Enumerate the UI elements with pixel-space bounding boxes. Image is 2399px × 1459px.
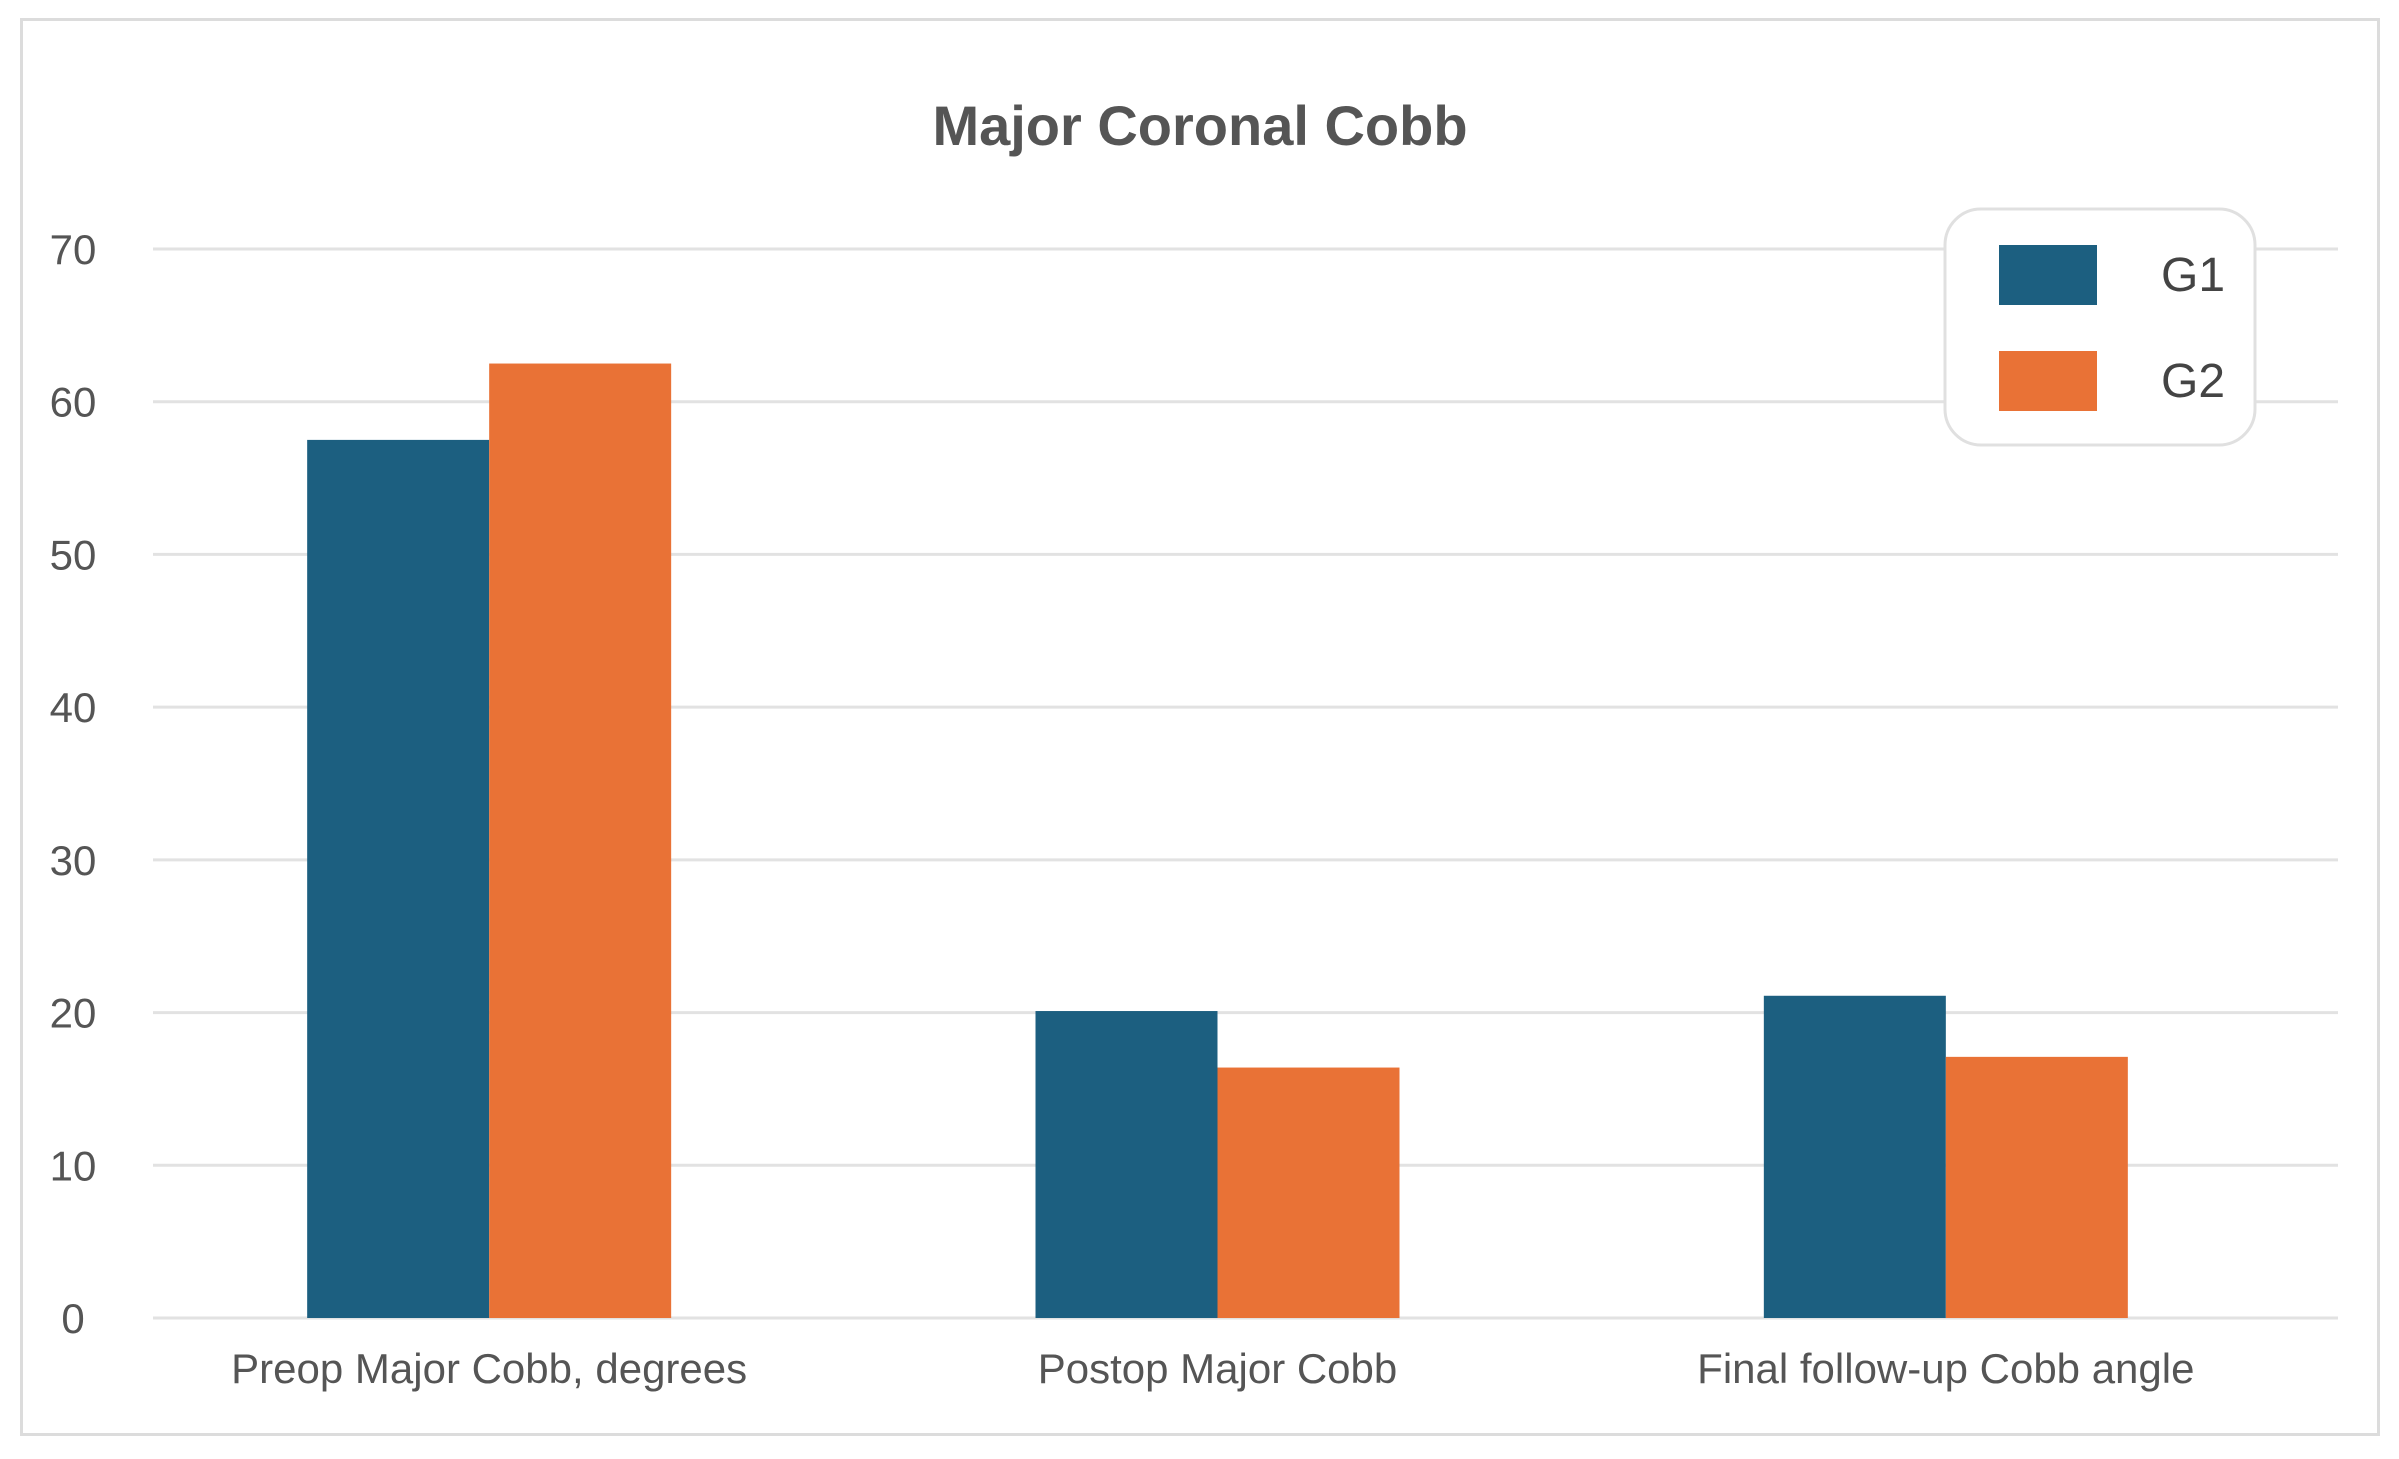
- bar-g1-2: [1763, 995, 1946, 1318]
- bars: [307, 363, 2128, 1319]
- chart-title: Major Coronal Cobb: [932, 94, 1467, 157]
- x-category-label: Postop Major Cobb: [1038, 1345, 1398, 1392]
- x-axis-labels: Preop Major Cobb, degrees Postop Major Co…: [231, 1345, 2194, 1392]
- legend: G1 G2: [1943, 207, 2257, 447]
- y-tick-label: 70: [50, 226, 97, 273]
- y-tick-label: 60: [50, 379, 97, 426]
- y-tick-label: 50: [50, 531, 97, 578]
- legend-swatch-g1: [1999, 245, 2097, 305]
- legend-label-g2: G2: [2161, 355, 2225, 408]
- y-axis-ticks: 0 10 20 30 40 50 60 70: [50, 226, 97, 1342]
- bar-g1-1: [1035, 1011, 1218, 1318]
- x-category-label: Preop Major Cobb, degrees: [231, 1345, 747, 1392]
- legend-swatch-g2: [1999, 351, 2097, 411]
- y-tick-label: 20: [50, 990, 97, 1037]
- legend-box: [1943, 207, 2257, 447]
- bar-chart: 0 10 20 30 40 50 60 70 Preop Major Cobb, degree…: [50, 94, 2338, 1392]
- bar-g2-1: [1217, 1067, 1400, 1318]
- y-tick-label: 0: [61, 1295, 84, 1342]
- legend-label-g1: G1: [2161, 249, 2225, 302]
- chart-container: 0 10 20 30 40 50 60 70 Preop Major Cobb, degree…: [20, 18, 2380, 1436]
- y-tick-label: 40: [50, 684, 97, 731]
- y-tick-label: 10: [50, 1142, 97, 1189]
- bar-g1-0: [307, 439, 490, 1319]
- bar-g2-0: [489, 363, 672, 1318]
- bar-g2-2: [1945, 1056, 2128, 1318]
- y-tick-label: 30: [50, 837, 97, 884]
- x-category-label: Final follow-up Cobb angle: [1697, 1345, 2194, 1392]
